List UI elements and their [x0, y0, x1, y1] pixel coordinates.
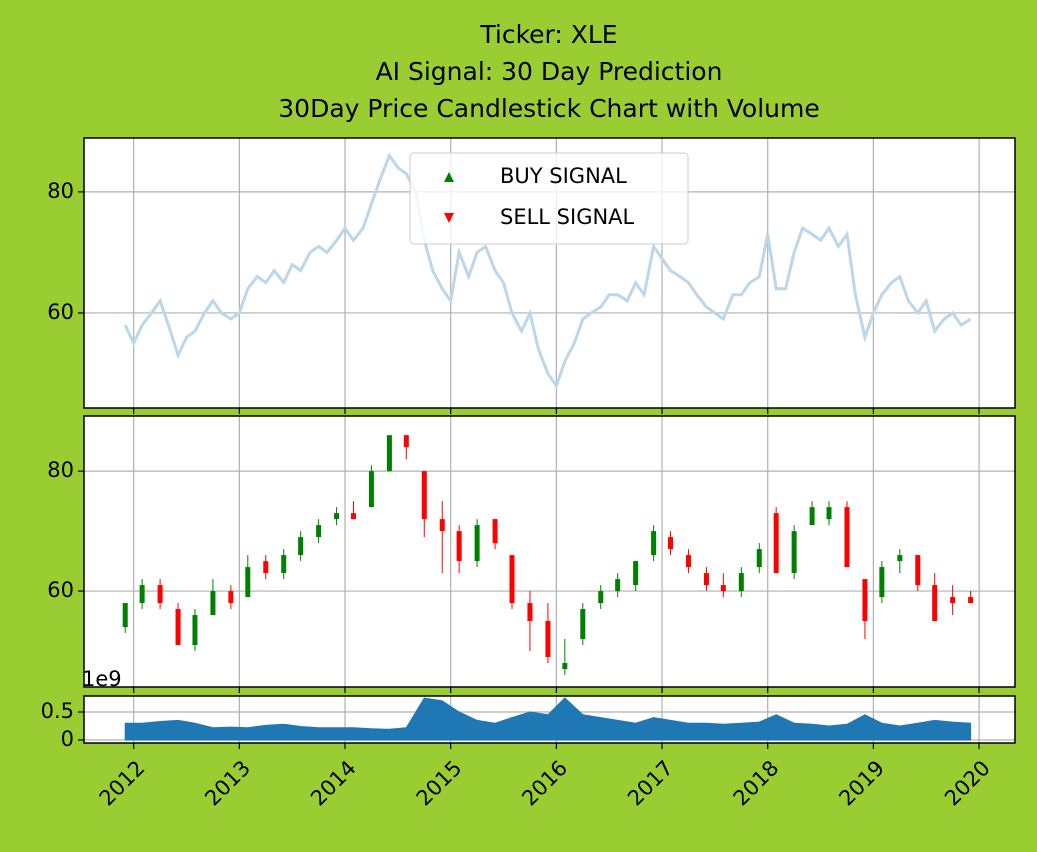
- candle-body: [738, 573, 744, 592]
- candle-body: [439, 519, 445, 532]
- y-tick-label: 0: [61, 727, 74, 751]
- candle-body: [175, 609, 181, 646]
- candle-body: [633, 561, 639, 586]
- legend-label: SELL SIGNAL: [500, 205, 635, 229]
- candle-body: [316, 525, 322, 538]
- price-line: [123, 152, 972, 389]
- candle-body: [667, 537, 673, 550]
- y-tick-label: 80: [47, 458, 74, 482]
- candle-body: [350, 513, 356, 520]
- candle-body: [862, 579, 868, 622]
- candle-body: [897, 555, 903, 562]
- candle-body: [474, 525, 480, 562]
- candle-body: [598, 591, 604, 604]
- candle-body: [580, 609, 586, 640]
- legend-box: [409, 152, 689, 245]
- candle-body: [562, 663, 568, 670]
- candle-body: [298, 537, 304, 556]
- candle-body: [492, 519, 498, 544]
- y-offset-label: 1e9: [82, 667, 122, 691]
- candle-body: [915, 555, 921, 586]
- candle-body: [879, 567, 885, 598]
- y-tick-label: 60: [47, 578, 74, 602]
- candle-body: [210, 591, 216, 616]
- candle-body: [545, 621, 551, 658]
- candle-body: [720, 585, 726, 592]
- plot-layer: [84, 696, 1015, 743]
- candle-body: [950, 597, 956, 604]
- candle-body: [703, 573, 709, 586]
- candle-body: [122, 603, 128, 628]
- candle-body: [456, 531, 462, 562]
- candle-body: [932, 585, 938, 622]
- candle-body: [386, 435, 392, 472]
- candle-body: [509, 555, 515, 604]
- title-line: AI Signal: 30 Day Prediction: [376, 57, 723, 86]
- candle-body: [139, 585, 145, 604]
- candle-body: [263, 561, 269, 574]
- candle-body: [791, 531, 797, 574]
- title-line: 30Day Price Candlestick Chart with Volum…: [278, 94, 819, 123]
- plot-frame: [83, 137, 1016, 409]
- plot-frame: [83, 695, 1016, 744]
- plot-layer: [84, 416, 1015, 687]
- legend-marker: [444, 172, 454, 182]
- candle-body: [228, 591, 234, 604]
- candle-body: [809, 507, 815, 526]
- candle-body: [334, 513, 340, 520]
- candle-body: [527, 603, 533, 622]
- title-line: Ticker: XLE: [479, 20, 617, 49]
- y-tick-label: 0.5: [41, 699, 74, 723]
- plot-frame: [83, 415, 1016, 688]
- candle-body: [773, 513, 779, 574]
- candle-body: [245, 567, 251, 598]
- candle-body: [968, 597, 974, 604]
- candle-body: [368, 471, 374, 508]
- y-tick-label: 60: [47, 300, 74, 324]
- candle-body: [421, 471, 427, 520]
- candle-body: [281, 555, 287, 574]
- candle-body: [826, 507, 832, 520]
- y-tick-label: 80: [47, 179, 74, 203]
- candle-body: [192, 615, 198, 646]
- candle-body: [615, 579, 621, 592]
- candle-body: [844, 507, 850, 568]
- candle-body: [651, 531, 657, 556]
- legend-marker: [444, 213, 454, 223]
- candle-body: [157, 585, 163, 604]
- candle-body: [685, 555, 691, 568]
- candle-body: [756, 549, 762, 568]
- legend-label: BUY SIGNAL: [500, 164, 627, 188]
- candle-body: [403, 435, 409, 448]
- volume-area: [124, 697, 972, 741]
